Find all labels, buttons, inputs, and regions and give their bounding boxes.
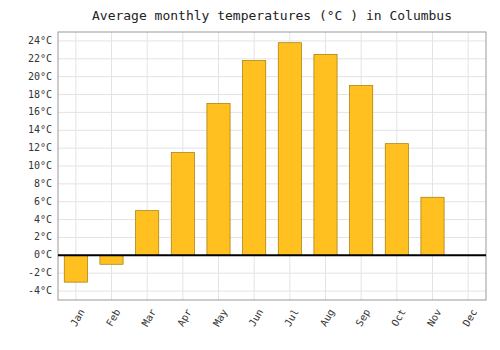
- zero-line: [58, 254, 486, 256]
- y-tick-label: 10°C: [28, 160, 52, 171]
- x-axis: Jan Feb Mar Apr May Jun Jul Aug Sep Oct Nov Dec: [68, 307, 479, 328]
- x-tick-label: Jul: [282, 307, 301, 328]
- bar: [171, 153, 194, 256]
- x-tick-label: Dec: [461, 307, 480, 328]
- x-tick-label: Oct: [389, 307, 408, 328]
- y-tick-label: 2°C: [34, 231, 52, 242]
- y-tick-label: 12°C: [28, 142, 52, 153]
- bar: [421, 197, 444, 255]
- x-tick-label: Sep: [354, 307, 373, 328]
- grid-line-y: [58, 148, 486, 149]
- grid-line-y: [58, 40, 486, 41]
- grid-line-y: [58, 112, 486, 113]
- bar: [136, 211, 159, 256]
- y-tick-label: 8°C: [34, 178, 52, 189]
- y-tick-label: 0°C: [34, 249, 52, 260]
- plot-frame: [58, 32, 486, 300]
- y-tick-label: 20°C: [28, 71, 52, 82]
- x-tick-label: May: [211, 307, 230, 328]
- chart: -4°C -2°C 0°C 2°C 4°C 6°C 8°C 10°C 12°C 14°C 16°C 1…: [0, 0, 500, 350]
- grid-line-y: [58, 76, 486, 77]
- grid-line-x: [432, 32, 433, 300]
- grid-line-y: [58, 94, 486, 95]
- grid-line-y: [58, 183, 486, 184]
- bar: [243, 61, 266, 256]
- grid-line-y: [58, 273, 486, 274]
- y-tick-label: 14°C: [28, 124, 52, 135]
- y-axis: -4°C -2°C 0°C 2°C 4°C 6°C 8°C 10°C 12°C 14°C 16°C 1…: [28, 35, 52, 296]
- y-tick-label: 24°C: [28, 35, 52, 46]
- grid-line-y: [58, 130, 486, 131]
- y-tick-label: 22°C: [28, 53, 52, 64]
- x-tick-label: Nov: [425, 307, 444, 328]
- x-tick-label: Jun: [247, 307, 266, 328]
- bar: [207, 103, 230, 255]
- x-tick-label: Mar: [140, 307, 159, 328]
- y-tick-label: -2°C: [28, 267, 52, 278]
- y-tick-label: -4°C: [28, 285, 52, 296]
- bar: [385, 144, 408, 256]
- y-tick-label: 6°C: [34, 196, 52, 207]
- bar: [278, 43, 301, 256]
- bar: [350, 86, 373, 256]
- x-tick-label: Feb: [104, 307, 123, 328]
- x-tick-label: Jan: [68, 307, 87, 328]
- grid: [58, 32, 486, 300]
- x-tick-label: Apr: [175, 307, 194, 328]
- grid-line-y: [58, 58, 486, 59]
- bars: [64, 43, 444, 282]
- grid-line-x: [147, 32, 148, 300]
- bar: [64, 255, 87, 282]
- grid-line-y: [58, 291, 486, 292]
- grid-line-y: [58, 166, 486, 167]
- y-tick-label: 4°C: [34, 214, 52, 225]
- grid-line-y: [58, 255, 486, 256]
- grid-line-x: [468, 32, 469, 300]
- title: Average monthly temperatures (°C ) in Co…: [92, 8, 452, 23]
- y-tick-label: 18°C: [28, 89, 52, 100]
- y-tick-label: 16°C: [28, 106, 52, 117]
- bar: [314, 54, 337, 255]
- x-tick-label: Aug: [318, 307, 337, 328]
- bar: [100, 255, 123, 264]
